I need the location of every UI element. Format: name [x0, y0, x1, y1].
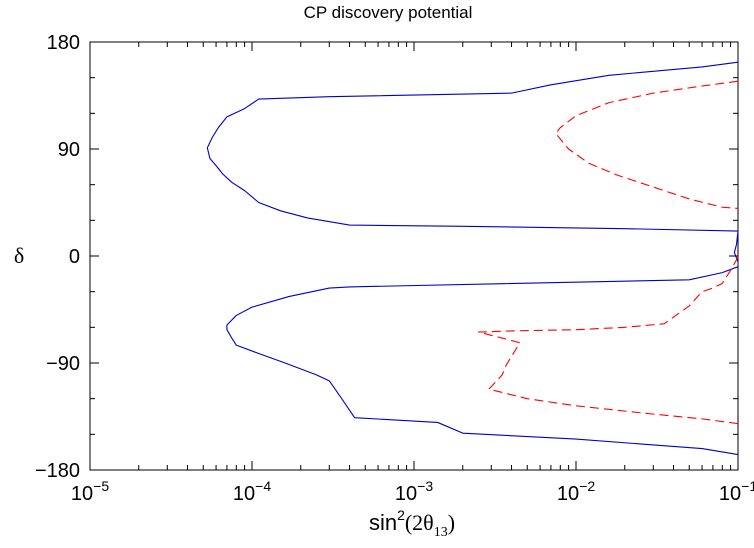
y-tick-label: −180: [35, 460, 80, 482]
x-tick-label-exponent: −3: [417, 478, 433, 494]
series-layer: [206, 61, 739, 456]
x-axis-label-prefix: sin: [369, 510, 397, 535]
plot-frame: [89, 41, 739, 471]
x-tick-label-base: 10: [719, 483, 741, 505]
x-tick-label-base: 10: [233, 483, 255, 505]
x-tick-label-base: 10: [71, 483, 93, 505]
x-tick-label-base: 10: [557, 483, 579, 505]
x-tick-label-exponent: −2: [579, 478, 595, 494]
series-line-2: [733, 230, 739, 263]
x-tick-label-exponent: −4: [255, 478, 271, 494]
x-axis-label-close: ): [448, 510, 455, 535]
x-tick-label: 10−1: [719, 478, 754, 505]
x-tick-labels: 10−5 10−4 10−3 10−2 10−1: [71, 478, 754, 505]
y-tick-label: 90: [58, 139, 80, 161]
x-axis-label-subscript: 13: [434, 525, 448, 540]
series-line-5: [477, 256, 739, 425]
chart-title: CP discovery potential: [304, 3, 473, 22]
series-line-1: [206, 61, 739, 232]
x-tick-label-exponent: −5: [93, 478, 109, 494]
series-line-4: [555, 80, 739, 209]
ticks-layer: [89, 41, 739, 471]
x-axis-label-open: (2θ: [405, 510, 434, 535]
x-axis-label: sin2(2θ13): [369, 507, 455, 540]
x-tick-label-exponent: −1: [741, 478, 754, 494]
x-tick-label: 10−3: [395, 478, 433, 505]
y-tick-label: 0: [69, 246, 80, 268]
x-tick-label: 10−5: [71, 478, 109, 505]
plot-area: [89, 41, 739, 471]
x-tick-label-base: 10: [395, 483, 417, 505]
x-axis-label-power: 2: [397, 507, 405, 523]
y-tick-label: −90: [46, 353, 80, 375]
y-tick-label: 180: [47, 32, 80, 54]
y-tick-labels: 180 90 0 −90 −180: [35, 32, 80, 482]
x-tick-label: 10−4: [233, 478, 271, 505]
y-axis-label: δ: [14, 243, 24, 268]
x-tick-label: 10−2: [557, 478, 595, 505]
series-line-3: [226, 266, 739, 456]
